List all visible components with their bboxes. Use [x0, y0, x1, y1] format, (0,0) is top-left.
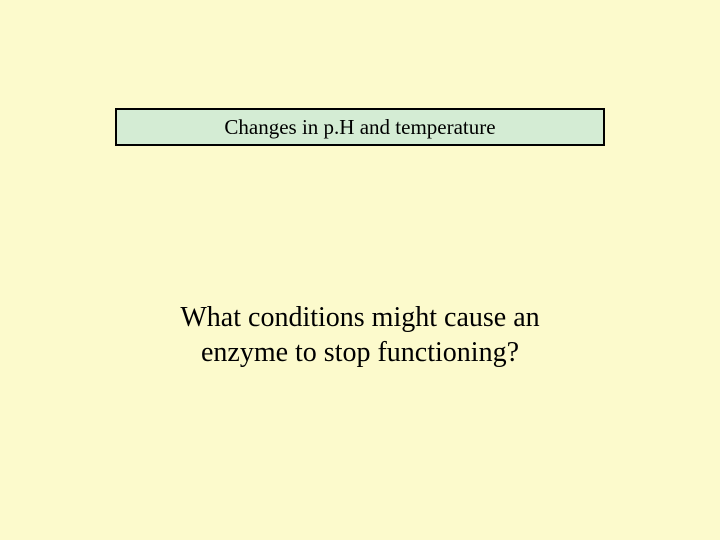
answer-box: Changes in p.H and temperature: [115, 108, 605, 146]
question-line-1: What conditions might cause an: [180, 302, 539, 333]
question-text: What conditions might cause an enzyme to…: [120, 300, 600, 370]
question-line-2: enzyme to stop functioning?: [201, 337, 519, 368]
answer-text: Changes in p.H and temperature: [224, 115, 495, 140]
